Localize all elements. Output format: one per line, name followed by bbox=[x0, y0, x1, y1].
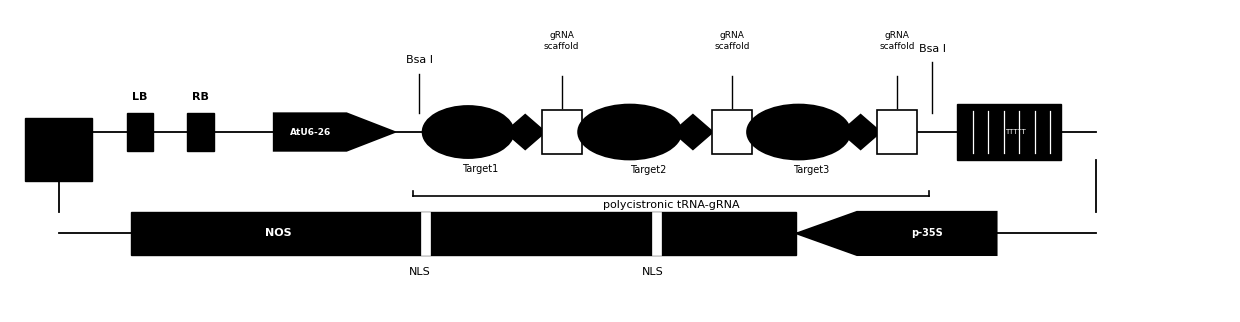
FancyBboxPatch shape bbox=[712, 109, 751, 155]
Text: NOS: NOS bbox=[265, 228, 291, 239]
Ellipse shape bbox=[746, 104, 851, 160]
FancyBboxPatch shape bbox=[957, 104, 1060, 159]
FancyBboxPatch shape bbox=[877, 109, 918, 155]
Ellipse shape bbox=[578, 104, 681, 160]
FancyBboxPatch shape bbox=[187, 113, 215, 151]
Text: Target1: Target1 bbox=[463, 164, 498, 174]
Polygon shape bbox=[673, 115, 713, 149]
FancyBboxPatch shape bbox=[651, 212, 661, 255]
Ellipse shape bbox=[423, 106, 513, 158]
Polygon shape bbox=[274, 113, 396, 151]
FancyBboxPatch shape bbox=[25, 118, 92, 181]
FancyBboxPatch shape bbox=[126, 113, 154, 151]
Text: Bsa I: Bsa I bbox=[405, 55, 433, 65]
Text: AtU6-26: AtU6-26 bbox=[289, 128, 331, 137]
Text: Bsa I: Bsa I bbox=[919, 44, 946, 54]
Text: gRNA
scaffold: gRNA scaffold bbox=[544, 32, 579, 51]
Text: LB: LB bbox=[133, 91, 148, 102]
Text: gRNA
scaffold: gRNA scaffold bbox=[714, 32, 749, 51]
FancyBboxPatch shape bbox=[131, 212, 796, 255]
Text: gRNA
scaffold: gRNA scaffold bbox=[879, 32, 915, 51]
Text: NLS: NLS bbox=[642, 267, 663, 277]
Text: TTTTT: TTTTT bbox=[1004, 129, 1025, 135]
Polygon shape bbox=[841, 115, 880, 149]
Polygon shape bbox=[505, 115, 546, 149]
Text: Target2: Target2 bbox=[630, 166, 666, 175]
Text: Target3: Target3 bbox=[792, 166, 828, 175]
Text: polycistronic tRNA-gRNA: polycistronic tRNA-gRNA bbox=[603, 200, 739, 210]
Polygon shape bbox=[796, 212, 997, 255]
Text: NLS: NLS bbox=[409, 267, 430, 277]
Text: p-35S: p-35S bbox=[911, 228, 942, 239]
Text: RB: RB bbox=[192, 91, 210, 102]
FancyBboxPatch shape bbox=[420, 212, 430, 255]
FancyBboxPatch shape bbox=[542, 109, 582, 155]
